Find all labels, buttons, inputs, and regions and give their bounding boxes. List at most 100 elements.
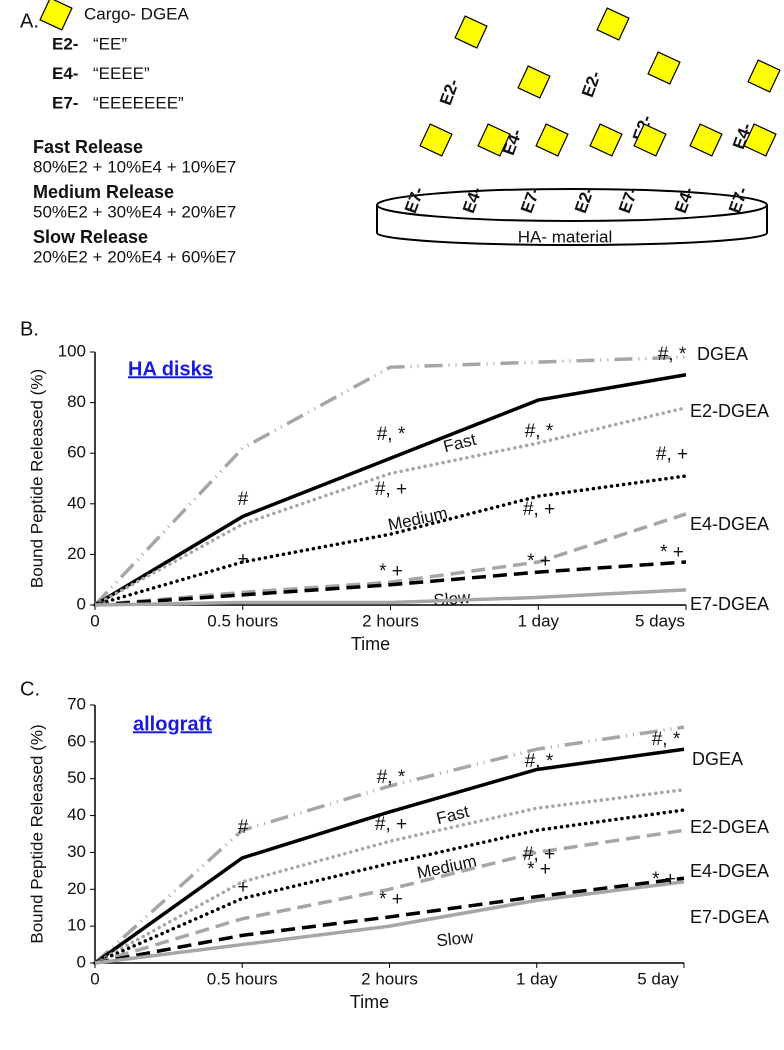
- annotation: #, *: [658, 344, 687, 365]
- y-tick-label: 40: [67, 493, 86, 512]
- y-tick-label: 50: [67, 768, 86, 787]
- molecule: E2-: [578, 7, 630, 100]
- panel-label: B.: [20, 318, 39, 340]
- x-tick-label: 1 day: [517, 611, 559, 630]
- y-tick-label: 10: [67, 916, 86, 935]
- series-label: Slow: [436, 928, 475, 951]
- cargo-square: [589, 123, 623, 157]
- x-tick-label: 0: [90, 969, 99, 988]
- y-axis-title: Bound Peptide Released (%): [27, 369, 46, 588]
- y-tick-label: 30: [67, 842, 86, 861]
- x-tick-label: 0.5 hours: [207, 611, 278, 630]
- series-label: DGEA: [697, 344, 748, 364]
- release-formula: 50%E2 + 30%E4 + 20%E7: [33, 202, 236, 221]
- series-label: E2-DGEA: [690, 401, 769, 421]
- release-formula: 80%E2 + 10%E4 + 10%E7: [33, 157, 236, 176]
- series-label: DGEA: [692, 749, 743, 769]
- cargo-square: [419, 123, 453, 157]
- molecule: E7-: [517, 123, 569, 216]
- release-name: Slow Release: [33, 227, 148, 247]
- panel-label: C.: [20, 678, 40, 700]
- series-line: [94, 588, 687, 607]
- annotation: +: [237, 549, 248, 570]
- series-line: [94, 876, 685, 965]
- series-label: E7-DGEA: [690, 907, 769, 927]
- y-tick-label: 70: [67, 694, 86, 713]
- series-label: Fast: [441, 430, 478, 457]
- chart-title: allograft: [133, 713, 212, 735]
- series-line: [93, 474, 688, 607]
- release-name: Fast Release: [33, 137, 143, 157]
- cargo-square: [454, 15, 488, 49]
- series-line: [94, 373, 687, 607]
- x-tick-label: 2 hours: [361, 969, 418, 988]
- cargo-square: [477, 123, 511, 157]
- molecule-label: E2-: [436, 76, 463, 107]
- x-axis-title: Time: [351, 634, 390, 654]
- annotation: #, +: [656, 444, 688, 465]
- disk-top: [376, 188, 768, 222]
- cargo-square: [535, 123, 569, 157]
- cargo-square: [689, 123, 723, 157]
- peptide-name: E7-: [52, 93, 78, 112]
- x-axis-title: Time: [350, 992, 389, 1012]
- x-tick-label: 1 day: [516, 969, 558, 988]
- x-tick-label: 0.5 hours: [207, 969, 278, 988]
- x-tick-label: 0: [90, 611, 99, 630]
- molecule: E2-: [436, 15, 488, 108]
- annotation: * +: [379, 889, 403, 910]
- series-line: [93, 747, 685, 965]
- disk: [376, 188, 768, 246]
- x-tick-label: 5 days: [635, 611, 685, 630]
- series-line: [94, 828, 685, 965]
- cargo-square: [743, 123, 777, 157]
- y-tick-label: 60: [67, 443, 86, 462]
- annotation: #: [238, 817, 249, 838]
- y-tick-label: 0: [77, 952, 86, 971]
- series-label: E7-DGEA: [690, 594, 769, 614]
- y-tick-label: 60: [67, 731, 86, 750]
- annotation: #: [238, 489, 249, 510]
- annotation: #, *: [525, 751, 554, 772]
- annotation: * +: [527, 551, 551, 572]
- series-label: Medium: [386, 503, 449, 534]
- peptide-name: E2-: [52, 34, 78, 53]
- series-label: Fast: [434, 802, 471, 829]
- release-name: Medium Release: [33, 182, 174, 202]
- y-tick-label: 0: [77, 594, 86, 613]
- annotation: #, +: [375, 479, 407, 500]
- cargo-square: [596, 7, 630, 41]
- series-line: [93, 725, 685, 965]
- annotation: #, *: [377, 424, 406, 445]
- x-tick-label: 2 hours: [362, 611, 419, 630]
- y-tick-label: 100: [58, 341, 86, 360]
- y-tick-label: 80: [67, 392, 86, 411]
- chart-title: HA disks: [128, 358, 213, 380]
- annotation: #, *: [525, 421, 554, 442]
- cargo-label: Cargo- DGEA: [84, 4, 190, 23]
- cargo-square: [747, 59, 781, 93]
- molecule-label: E2-: [578, 68, 605, 99]
- cargo-square: [39, 0, 73, 31]
- annotation: #, +: [375, 814, 407, 835]
- cargo-square: [633, 123, 667, 157]
- annotation: #, +: [523, 499, 555, 520]
- x-tick-label: 5 day: [637, 969, 679, 988]
- annotation: #, +: [523, 844, 555, 865]
- series-label: E2-DGEA: [690, 817, 769, 837]
- series-line: [94, 512, 687, 607]
- annotation: #, *: [652, 729, 681, 750]
- series-line: [93, 355, 687, 607]
- annotation: * +: [652, 869, 676, 890]
- y-axis-title: Bound Peptide Released (%): [27, 724, 46, 943]
- y-tick-label: 20: [67, 879, 86, 898]
- y-tick-label: 40: [67, 805, 86, 824]
- series-line: [93, 808, 686, 965]
- release-formula: 20%E2 + 20%E4 + 60%E7: [33, 247, 236, 266]
- annotation: * +: [379, 561, 403, 582]
- annotation: * +: [660, 542, 684, 563]
- material-label: HA- material: [518, 227, 612, 246]
- panel-label: A.: [20, 10, 39, 32]
- series-line: [94, 560, 687, 607]
